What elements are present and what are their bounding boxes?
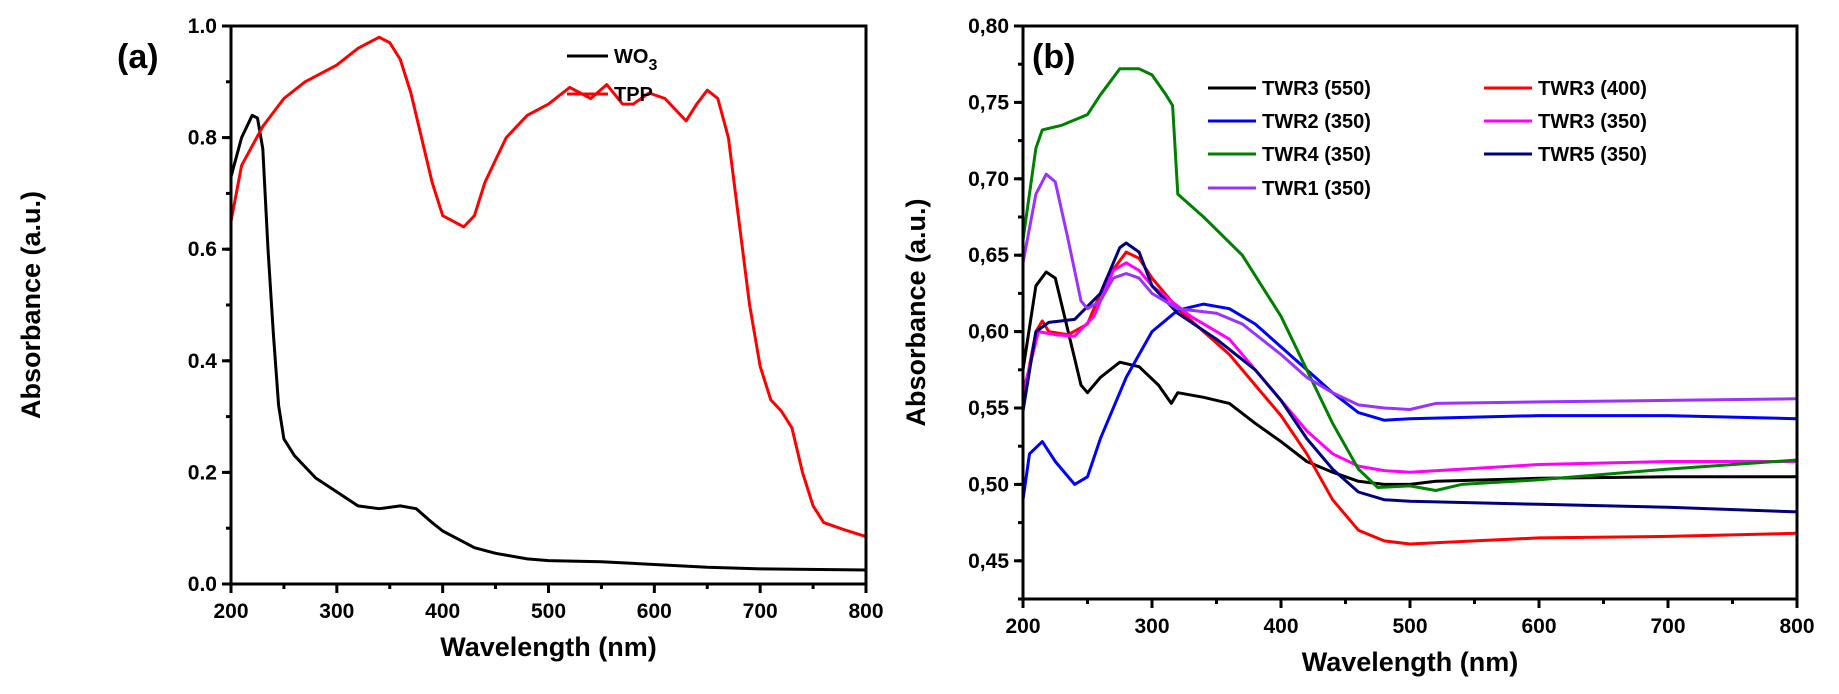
x-tick-label: 200 [1005, 615, 1040, 638]
y-tick-label: 0,65 [968, 244, 1009, 267]
x-tick-label: 700 [1650, 615, 1685, 638]
legend-item: TWR3 (350) [1484, 111, 1647, 133]
legend: TWR3 (550) TWR3 (400) TWR2 (350) TWR3 (350)… [1208, 78, 1647, 200]
panel-b: 200 300 400 500 600 700 800 0,45 0,50 0,55 0,60 0,6… [901, 15, 1815, 677]
series-line-twr1-350 [1023, 172, 1797, 411]
legend-item: TWR1 (350) [1208, 178, 1371, 200]
y-tick-label: 0.0 [188, 573, 217, 596]
x-tick-label: 800 [1779, 615, 1814, 638]
x-axis-title: Wavelength (nm) [440, 632, 657, 662]
x-tick-label: 500 [531, 600, 566, 623]
panel-label: (a) [117, 38, 159, 76]
y-tick-label: 0,50 [968, 473, 1009, 496]
series-line-tpp [231, 35, 866, 539]
y-tick-label: 0.2 [188, 461, 217, 484]
x-tick-label: 600 [1521, 615, 1556, 638]
x-tick-label: 500 [1392, 615, 1427, 638]
legend-item: TWR5 (350) [1484, 144, 1647, 166]
series-line-twr3-350 [1023, 261, 1797, 474]
legend: WO3 TPP [567, 46, 657, 106]
series-line-twr5-350 [1023, 241, 1797, 514]
y-tick-label: 0,75 [968, 91, 1009, 114]
panel-label: (b) [1032, 38, 1075, 76]
plot-frame [1021, 24, 1799, 601]
x-tick-label: 300 [1134, 615, 1169, 638]
legend-label: TWR1 (350) [1262, 178, 1371, 200]
legend-label: TWR5 (350) [1538, 144, 1647, 166]
legend-label: TPP [614, 84, 653, 106]
series-line-twr2-350 [1023, 302, 1797, 500]
x-tick-label: 700 [743, 600, 778, 623]
legend-label-subscript: 3 [648, 57, 657, 74]
y-tick-label: 0,45 [968, 550, 1009, 573]
legend-label-main: WO [614, 46, 648, 68]
legend-label: TWR2 (350) [1262, 111, 1371, 133]
legend-item: TWR3 (400) [1484, 78, 1647, 100]
y-axis-title: Absorbance (a.u.) [16, 191, 46, 419]
legend-item: TWR4 (350) [1208, 144, 1371, 166]
x-tick-label: 400 [1263, 615, 1298, 638]
legend-label: TWR3 (550) [1262, 78, 1371, 100]
y-tick-label: 0.6 [188, 238, 217, 261]
series-line-twr3-550 [1023, 270, 1797, 486]
legend-item: TPP [567, 84, 653, 106]
y-tick-label: 1.0 [188, 15, 217, 38]
legend-item: WO3 [567, 46, 657, 74]
x-tick-label: 800 [848, 600, 883, 623]
x-axis-title: Wavelength (nm) [1302, 647, 1519, 677]
legend-item: TWR2 (350) [1208, 111, 1371, 133]
legend-label: TWR3 (400) [1538, 78, 1647, 100]
y-tick-label: 0,55 [968, 397, 1009, 420]
x-tick-label: 300 [319, 600, 354, 623]
x-tick-label: 400 [425, 600, 460, 623]
plot-frame [229, 24, 868, 586]
y-tick-label: 0.4 [188, 350, 218, 373]
x-tick-label: 600 [637, 600, 672, 623]
y-tick-label: 0,70 [968, 168, 1009, 191]
legend-label: WO3 [614, 46, 657, 74]
series-line-wo3 [231, 113, 866, 572]
y-tick-label: 0,80 [968, 15, 1009, 38]
legend-label: TWR3 (350) [1538, 111, 1647, 133]
y-axis-title: Absorbance (a.u.) [901, 198, 931, 426]
series-group [231, 35, 866, 572]
y-tick-label: 0.8 [188, 127, 218, 150]
panel-a: 200 300 400 500 600 700 800 0.0 0.2 0.4 0.6 0.8 1.0 W… [16, 15, 884, 662]
series-group [1023, 67, 1797, 546]
legend-item: TWR3 (550) [1208, 78, 1371, 100]
legend-label: TWR4 (350) [1262, 144, 1371, 166]
series-line-twr4-350 [1023, 67, 1797, 492]
x-tick-label: 200 [213, 600, 248, 623]
y-tick-label: 0,60 [968, 321, 1009, 344]
